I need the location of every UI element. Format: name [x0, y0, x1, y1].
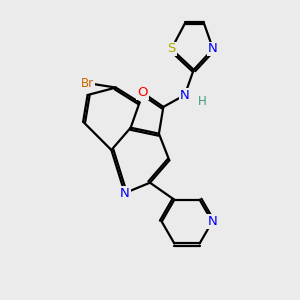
Text: N: N	[180, 88, 190, 101]
Text: N: N	[208, 42, 218, 56]
Text: H: H	[198, 95, 207, 108]
Text: N: N	[207, 215, 217, 228]
Text: Br: Br	[81, 76, 94, 90]
Text: S: S	[167, 42, 176, 56]
Text: O: O	[137, 86, 148, 99]
Text: N: N	[120, 187, 130, 200]
